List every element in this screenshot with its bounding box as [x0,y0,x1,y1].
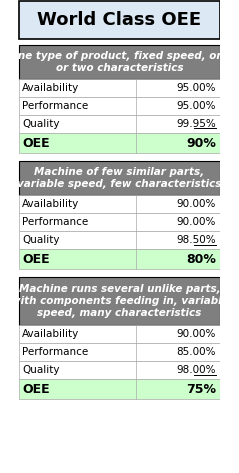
Text: 90.00%: 90.00% [177,199,216,209]
Text: Machine of few similar parts,
variable speed, few characteristics: Machine of few similar parts, variable s… [17,167,222,189]
Text: Machine runs several unlike parts,
with components feeding in, variable
speed, m: Machine runs several unlike parts, with … [11,284,228,317]
Text: OEE: OEE [22,137,50,149]
Text: World Class OEE: World Class OEE [38,11,202,29]
Text: Performance: Performance [22,101,88,111]
Text: 95.00%: 95.00% [177,101,216,111]
Text: 80%: 80% [186,253,216,265]
Text: Quality: Quality [22,119,60,129]
Text: Availability: Availability [22,199,79,209]
Text: OEE: OEE [22,253,50,265]
Text: OEE: OEE [22,383,50,395]
Text: Availability: Availability [22,83,79,93]
Bar [19,379,219,399]
Bar [19,343,219,361]
Text: Performance: Performance [22,347,88,357]
Bar [19,231,219,249]
Text: 90%: 90% [186,137,216,149]
Text: 95.00%: 95.00% [177,83,216,93]
Text: 85.00%: 85.00% [177,347,216,357]
Text: 90.00%: 90.00% [177,329,216,339]
Bar [19,195,219,213]
Text: Quality: Quality [22,365,60,375]
Text: 75%: 75% [186,383,216,395]
Text: Availability: Availability [22,329,79,339]
Bar [19,115,219,133]
Bar [19,45,219,79]
Bar [19,161,219,195]
Text: 98.50%: 98.50% [176,235,216,245]
Text: 98.00%: 98.00% [177,365,216,375]
Bar [19,361,219,379]
Text: 99.95%: 99.95% [176,119,216,129]
Bar [19,277,219,325]
Bar [19,249,219,269]
Bar [19,213,219,231]
Text: One type of product, fixed speed, one
or two characteristics: One type of product, fixed speed, one or… [9,51,230,73]
Bar [19,79,219,97]
Bar [19,133,219,153]
Text: 90.00%: 90.00% [177,217,216,227]
Bar [19,1,219,39]
Bar [19,325,219,343]
Bar [19,97,219,115]
Text: Performance: Performance [22,217,88,227]
Text: Quality: Quality [22,235,60,245]
